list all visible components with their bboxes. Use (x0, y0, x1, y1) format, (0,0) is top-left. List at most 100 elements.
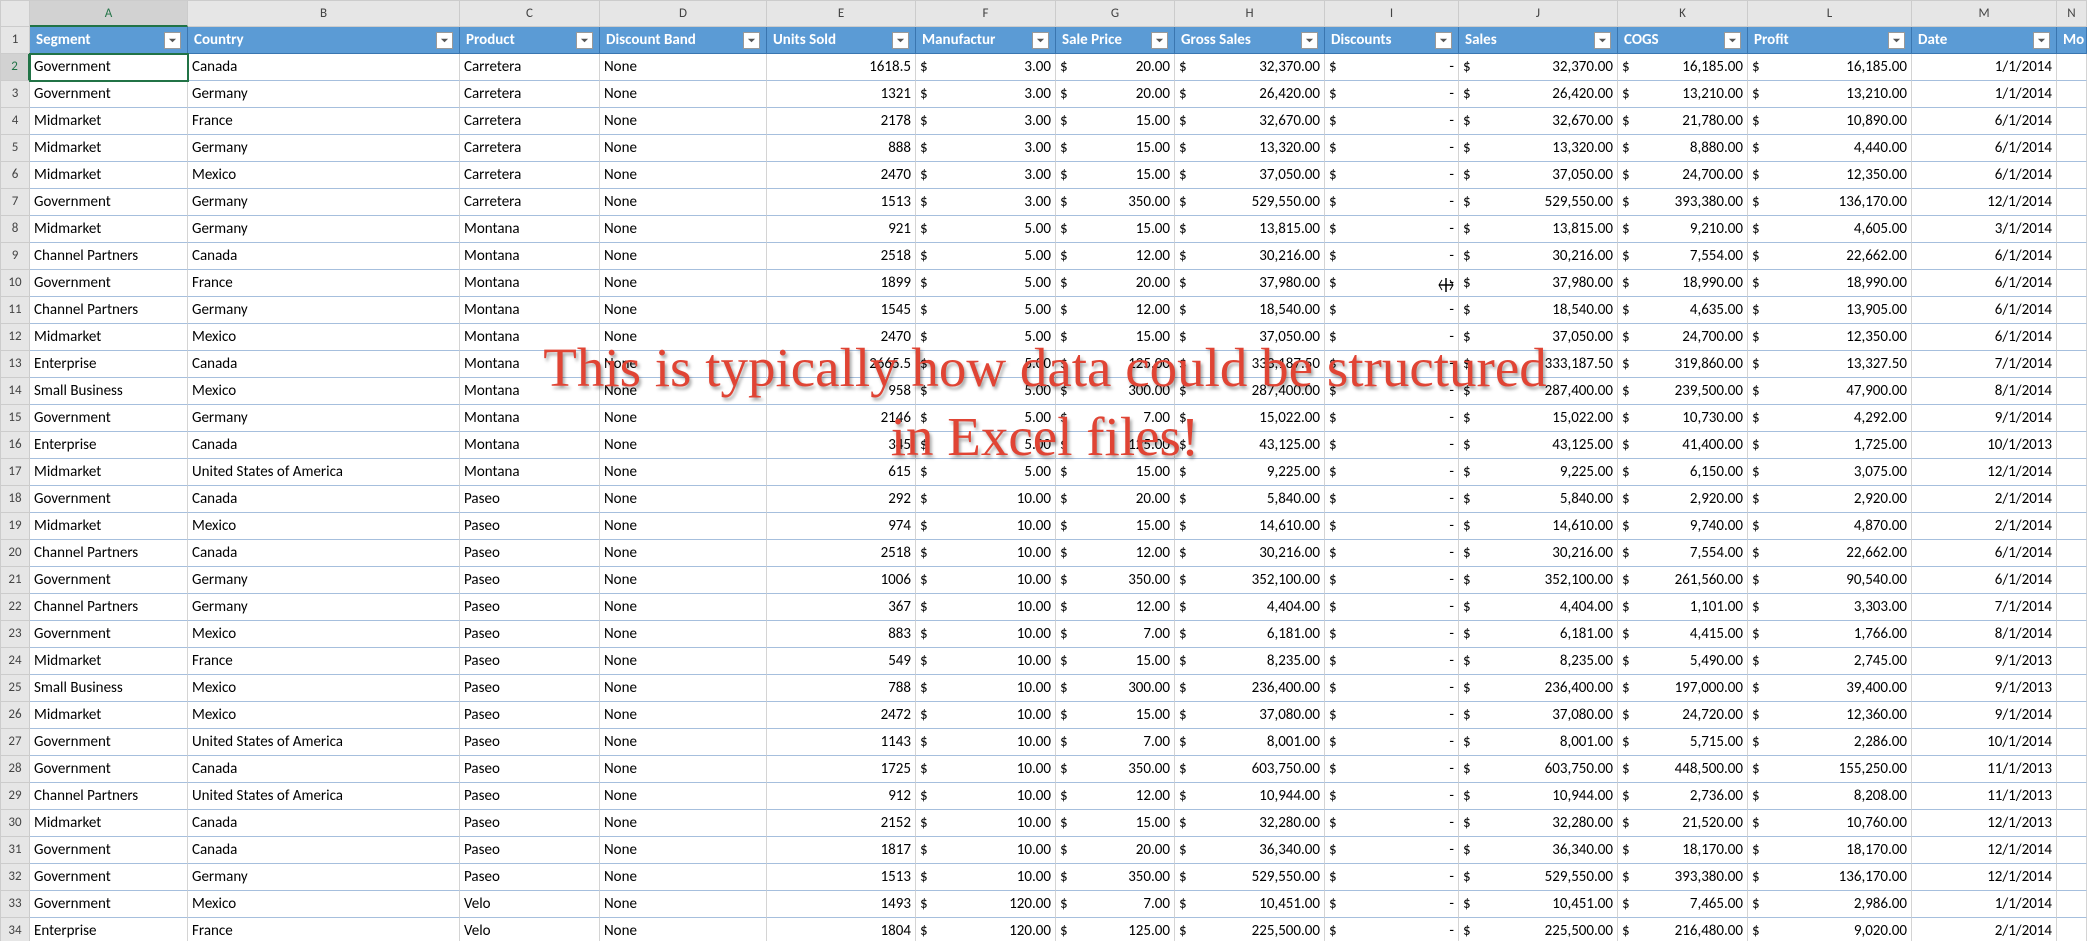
filter-dropdown-icon[interactable] (1151, 32, 1168, 49)
cell-H26[interactable]: $37,080.00 (1175, 702, 1325, 729)
cell-J28[interactable]: $603,750.00 (1459, 756, 1618, 783)
column-header-L[interactable]: L (1748, 0, 1912, 27)
cell-K8[interactable]: $9,210.00 (1618, 216, 1748, 243)
cell-I15[interactable]: $- (1325, 405, 1459, 432)
cell-E33[interactable]: 1493 (767, 891, 916, 918)
cell-C11[interactable]: Montana (460, 297, 600, 324)
cell-K9[interactable]: $7,554.00 (1618, 243, 1748, 270)
cell-G24[interactable]: $15.00 (1056, 648, 1175, 675)
cell-K12[interactable]: $24,700.00 (1618, 324, 1748, 351)
cell-A30[interactable]: Midmarket (30, 810, 188, 837)
cell-G34[interactable]: $125.00 (1056, 918, 1175, 941)
cell-G10[interactable]: $20.00 (1056, 270, 1175, 297)
cell-F3[interactable]: $3.00 (916, 81, 1056, 108)
cell-D9[interactable]: None (600, 243, 767, 270)
cell-I20[interactable]: $- (1325, 540, 1459, 567)
table-header-sales[interactable]: Sales (1459, 27, 1618, 54)
cell-J32[interactable]: $529,550.00 (1459, 864, 1618, 891)
cell-G21[interactable]: $350.00 (1056, 567, 1175, 594)
cell-H34[interactable]: $225,500.00 (1175, 918, 1325, 941)
cell-B33[interactable]: Mexico (188, 891, 460, 918)
cell-I4[interactable]: $- (1325, 108, 1459, 135)
cell-B21[interactable]: Germany (188, 567, 460, 594)
cell-N13[interactable] (2057, 351, 2087, 378)
cell-N24[interactable] (2057, 648, 2087, 675)
cell-E28[interactable]: 1725 (767, 756, 916, 783)
row-header-29[interactable]: 29 (0, 783, 30, 810)
cell-C33[interactable]: Velo (460, 891, 600, 918)
cell-L20[interactable]: $22,662.00 (1748, 540, 1912, 567)
cell-K29[interactable]: $2,736.00 (1618, 783, 1748, 810)
cell-L23[interactable]: $1,766.00 (1748, 621, 1912, 648)
cell-I22[interactable]: $- (1325, 594, 1459, 621)
cell-N2[interactable] (2057, 54, 2087, 81)
cell-C4[interactable]: Carretera (460, 108, 600, 135)
cell-F9[interactable]: $5.00 (916, 243, 1056, 270)
table-header-manufacturing[interactable]: Manufactur (916, 27, 1056, 54)
cell-K33[interactable]: $7,465.00 (1618, 891, 1748, 918)
cell-I6[interactable]: $- (1325, 162, 1459, 189)
table-header-cogs[interactable]: COGS (1618, 27, 1748, 54)
row-header-13[interactable]: 13 (0, 351, 30, 378)
cell-G15[interactable]: $7.00 (1056, 405, 1175, 432)
cell-H19[interactable]: $14,610.00 (1175, 513, 1325, 540)
cell-C31[interactable]: Paseo (460, 837, 600, 864)
cell-G3[interactable]: $20.00 (1056, 81, 1175, 108)
cell-D4[interactable]: None (600, 108, 767, 135)
cell-K28[interactable]: $448,500.00 (1618, 756, 1748, 783)
cell-C9[interactable]: Montana (460, 243, 600, 270)
cell-A18[interactable]: Government (30, 486, 188, 513)
cell-H6[interactable]: $37,050.00 (1175, 162, 1325, 189)
cell-M13[interactable]: 7/1/2014 (1912, 351, 2057, 378)
cell-L29[interactable]: $8,208.00 (1748, 783, 1912, 810)
cell-I24[interactable]: $- (1325, 648, 1459, 675)
row-header-5[interactable]: 5 (0, 135, 30, 162)
cell-K15[interactable]: $10,730.00 (1618, 405, 1748, 432)
cell-C27[interactable]: Paseo (460, 729, 600, 756)
cell-I34[interactable]: $- (1325, 918, 1459, 941)
cell-I18[interactable]: $- (1325, 486, 1459, 513)
cell-B34[interactable]: France (188, 918, 460, 941)
cell-L19[interactable]: $4,870.00 (1748, 513, 1912, 540)
cell-G25[interactable]: $300.00 (1056, 675, 1175, 702)
cell-F34[interactable]: $120.00 (916, 918, 1056, 941)
cell-D30[interactable]: None (600, 810, 767, 837)
cell-E8[interactable]: 921 (767, 216, 916, 243)
cell-H8[interactable]: $13,815.00 (1175, 216, 1325, 243)
cell-E3[interactable]: 1321 (767, 81, 916, 108)
cell-B20[interactable]: Canada (188, 540, 460, 567)
cell-I19[interactable]: $- (1325, 513, 1459, 540)
cell-L15[interactable]: $4,292.00 (1748, 405, 1912, 432)
cell-H10[interactable]: $37,980.00 (1175, 270, 1325, 297)
cell-N16[interactable] (2057, 432, 2087, 459)
cell-J9[interactable]: $30,216.00 (1459, 243, 1618, 270)
cell-L4[interactable]: $10,890.00 (1748, 108, 1912, 135)
cell-B22[interactable]: Germany (188, 594, 460, 621)
row-header-22[interactable]: 22 (0, 594, 30, 621)
cell-A9[interactable]: Channel Partners (30, 243, 188, 270)
cell-N29[interactable] (2057, 783, 2087, 810)
cell-A22[interactable]: Channel Partners (30, 594, 188, 621)
cell-L2[interactable]: $16,185.00 (1748, 54, 1912, 81)
cell-G33[interactable]: $7.00 (1056, 891, 1175, 918)
cell-G32[interactable]: $350.00 (1056, 864, 1175, 891)
cell-N27[interactable] (2057, 729, 2087, 756)
cell-D8[interactable]: None (600, 216, 767, 243)
cell-D6[interactable]: None (600, 162, 767, 189)
cell-C13[interactable]: Montana (460, 351, 600, 378)
cell-C3[interactable]: Carretera (460, 81, 600, 108)
select-all-corner[interactable] (0, 0, 30, 27)
cell-G26[interactable]: $15.00 (1056, 702, 1175, 729)
cell-J17[interactable]: $9,225.00 (1459, 459, 1618, 486)
cell-M10[interactable]: 6/1/2014 (1912, 270, 2057, 297)
cell-D22[interactable]: None (600, 594, 767, 621)
cell-F28[interactable]: $10.00 (916, 756, 1056, 783)
cell-J30[interactable]: $32,280.00 (1459, 810, 1618, 837)
filter-dropdown-icon[interactable] (1032, 32, 1049, 49)
cell-J25[interactable]: $236,400.00 (1459, 675, 1618, 702)
cell-H23[interactable]: $6,181.00 (1175, 621, 1325, 648)
cell-I3[interactable]: $- (1325, 81, 1459, 108)
cell-L34[interactable]: $9,020.00 (1748, 918, 1912, 941)
cell-A5[interactable]: Midmarket (30, 135, 188, 162)
cell-B31[interactable]: Canada (188, 837, 460, 864)
